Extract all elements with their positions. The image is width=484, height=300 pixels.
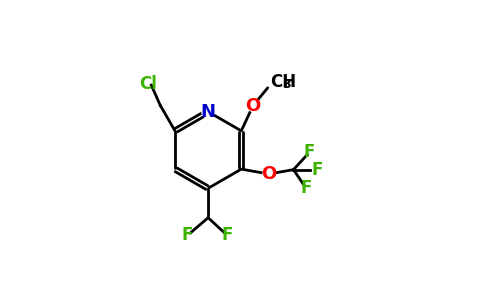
Circle shape (263, 168, 275, 180)
Text: F: F (304, 143, 316, 161)
Text: CH: CH (270, 73, 296, 91)
Text: F: F (300, 179, 312, 197)
Circle shape (247, 100, 259, 111)
Text: N: N (201, 103, 216, 121)
Text: F: F (222, 226, 233, 244)
Text: F: F (182, 226, 193, 244)
Text: Cl: Cl (139, 75, 157, 93)
Circle shape (202, 106, 214, 118)
Text: F: F (311, 161, 323, 179)
Text: 3: 3 (283, 78, 291, 91)
Text: O: O (261, 165, 276, 183)
Text: O: O (245, 97, 261, 115)
